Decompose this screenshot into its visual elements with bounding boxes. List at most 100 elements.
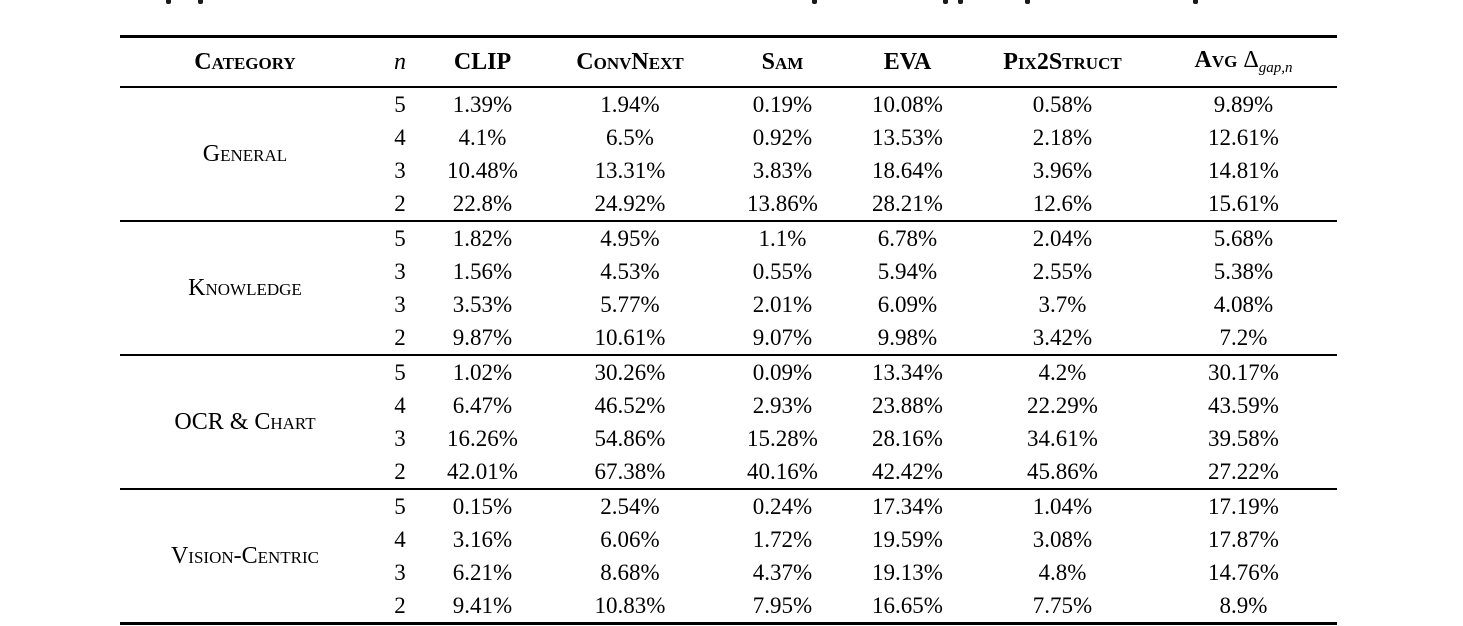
metric-value: 3.96% <box>1032 157 1093 183</box>
n-value: 2 <box>394 592 406 618</box>
category-group: Vision-Centric 5 0.15% 2.54% 0.24% 17.34% 1.04… <box>120 488 1337 624</box>
table-row: 2 22.8% 24.92% 13.86% 28.21% 12.6% 15.61% <box>120 187 1337 221</box>
metric-value: 1.72% <box>752 526 813 552</box>
metric-value: 67.38% <box>594 458 666 484</box>
metric-value: 10.08% <box>872 91 943 117</box>
category-group: OCR & Chart 5 1.02% 30.26% 0.09% 13.34% 4.2% 30… <box>120 354 1337 489</box>
metric-value: 19.59% <box>872 526 943 552</box>
metric-value: 28.21% <box>872 190 943 216</box>
metric-value: 4.95% <box>535 220 725 255</box>
header-avg-gap: Avg Δgap,n <box>1150 36 1337 88</box>
table-row: Vision-Centric 5 0.15% 2.54% 0.24% 17.34% 1.04… <box>120 488 1337 624</box>
metric-value: 10.83% <box>594 592 666 618</box>
metric-value: 0.09% <box>725 354 840 389</box>
results-table: Category n CLIP ConvNext Sam EVA Pix2Str… <box>120 35 1337 625</box>
metric-value: 7.75% <box>1032 592 1093 618</box>
n-value: 4 <box>394 526 406 552</box>
n-value: 4 <box>394 392 406 418</box>
table-row: Knowledge 5 1.82% 4.95% 1.1% 6.78% 2.04% 5.68% <box>120 220 1337 355</box>
metric-value: 13.31% <box>594 157 666 183</box>
metric-value: 22.29% <box>1027 392 1098 418</box>
n-value: 5 <box>370 488 430 523</box>
metric-value: 4.08% <box>1213 291 1274 317</box>
metric-value: 0.92% <box>752 124 813 150</box>
n-value: 3 <box>394 425 406 451</box>
metric-value: 4.37% <box>752 559 813 585</box>
metric-value: 2.01% <box>752 291 813 317</box>
metric-value: 0.19% <box>752 91 813 117</box>
metric-value: 40.16% <box>747 458 818 484</box>
metric-value: 8.68% <box>600 559 660 585</box>
table-row: 3 3.53% 5.77% 2.01% 6.09% 3.7% 4.08% <box>120 288 1337 321</box>
metric-value: 1.02% <box>430 354 535 389</box>
metric-value: 17.87% <box>1208 526 1279 552</box>
metric-value: 6.47% <box>452 392 513 418</box>
header-n: n <box>370 36 430 88</box>
metric-value: 16.26% <box>447 425 518 451</box>
metric-value: 4.53% <box>600 258 660 284</box>
metric-value: 34.61% <box>1027 425 1098 451</box>
metric-value: 5.68% <box>1150 220 1337 255</box>
metric-value: 6.21% <box>452 559 513 585</box>
table-row: 3 6.21% 8.68% 4.37% 19.13% 4.8% 14.76% <box>120 556 1337 589</box>
metric-value: 5.38% <box>1213 258 1274 284</box>
table-row: 4 4.1% 6.5% 0.92% 13.53% 2.18% 12.61% <box>120 121 1337 154</box>
metric-value: 45.86% <box>1027 458 1098 484</box>
category-group: General 5 1.39% 1.94% 0.19% 10.08% 0.58% 9.89% 4… <box>120 87 1337 221</box>
metric-value: 4.1% <box>458 124 507 150</box>
metric-value: 12.61% <box>1208 124 1279 150</box>
delta-symbol: Δ <box>1243 47 1259 73</box>
clipped-caption-descenders <box>0 0 1463 5</box>
n-value: 2 <box>394 324 406 350</box>
metric-value: 3.53% <box>452 291 513 317</box>
category-label: Vision-Centric <box>120 488 370 624</box>
metric-value: 30.26% <box>535 354 725 389</box>
n-value: 5 <box>370 220 430 255</box>
metric-value: 5.94% <box>877 258 938 284</box>
n-value: 3 <box>394 291 406 317</box>
metric-value: 1.56% <box>452 258 513 284</box>
table-row: 4 3.16% 6.06% 1.72% 19.59% 3.08% 17.87% <box>120 523 1337 556</box>
table-row: General 5 1.39% 1.94% 0.19% 10.08% 0.58% 9.89% <box>120 87 1337 167</box>
n-value: 2 <box>394 190 406 216</box>
header-sam: Sam <box>725 36 840 88</box>
metric-value: 39.58% <box>1208 425 1279 451</box>
table-row: 3 16.26% 54.86% 15.28% 28.16% 34.61% 39.58% <box>120 422 1337 455</box>
metric-value: 7.2% <box>1219 324 1268 350</box>
metric-value: 1.94% <box>600 91 660 117</box>
metric-value: 1.82% <box>430 220 535 255</box>
metric-value: 28.16% <box>872 425 943 451</box>
metric-value: 3.08% <box>1032 526 1093 552</box>
metric-value: 1.39% <box>452 91 513 117</box>
metric-value: 17.19% <box>1150 488 1337 523</box>
header-pix2struct: Pix2Struct <box>975 36 1150 88</box>
metric-value: 24.92% <box>594 190 666 216</box>
metric-value: 6.78% <box>840 220 975 255</box>
metric-value: 46.52% <box>594 392 666 418</box>
category-label: Knowledge <box>120 220 370 355</box>
metric-value: 6.5% <box>606 124 654 150</box>
n-value: 3 <box>394 258 406 284</box>
metric-value: 2.04% <box>975 220 1150 255</box>
table-header: Category n CLIP ConvNext Sam EVA Pix2Str… <box>120 36 1337 88</box>
metric-value: 19.13% <box>872 559 943 585</box>
metric-value: 54.86% <box>594 425 666 451</box>
n-value: 3 <box>394 157 406 183</box>
category-group: Knowledge 5 1.82% 4.95% 1.1% 6.78% 2.04% 5.68% 3… <box>120 220 1337 355</box>
metric-value: 2.54% <box>535 488 725 523</box>
metric-value: 9.87% <box>452 324 513 350</box>
metric-value: 17.34% <box>840 488 975 523</box>
metric-value: 2.18% <box>1032 124 1093 150</box>
table-row: 3 1.56% 4.53% 0.55% 5.94% 2.55% 5.38% <box>120 255 1337 288</box>
metric-value: 0.55% <box>752 258 813 284</box>
metric-value: 27.22% <box>1208 458 1279 484</box>
n-value: 5 <box>394 91 406 117</box>
metric-value: 10.48% <box>447 157 518 183</box>
metric-value: 9.89% <box>1213 91 1274 117</box>
metric-value: 15.28% <box>747 425 818 451</box>
metric-value: 8.9% <box>1219 592 1268 618</box>
metric-value: 13.34% <box>840 354 975 389</box>
header-eva: EVA <box>840 36 975 88</box>
table-row: 2 9.87% 10.61% 9.07% 9.98% 3.42% 7.2% <box>120 321 1337 355</box>
metric-value: 2.93% <box>752 392 813 418</box>
